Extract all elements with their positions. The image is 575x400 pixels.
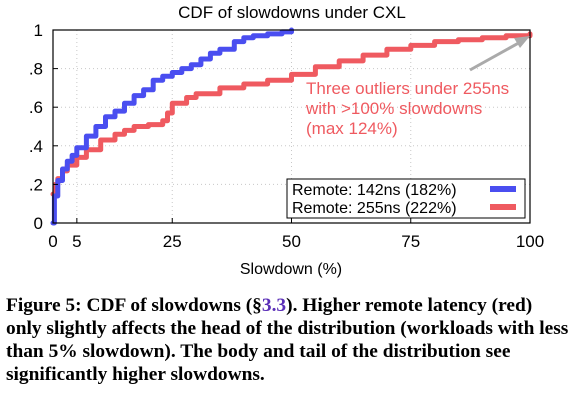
annotation-arrowhead (514, 36, 530, 48)
y-tick-label: 1 (34, 21, 43, 40)
annotation-line-1: Three outliers under 255ns (306, 79, 509, 98)
caption-label: Figure 5: (6, 295, 82, 316)
caption-text-before-ref: CDF of slowdowns (§ (86, 295, 262, 316)
x-tick-label: 0 (48, 232, 57, 251)
x-tick-label: 75 (401, 232, 420, 251)
x-axis-label: Slowdown (%) (240, 261, 342, 278)
chart-title: CDF of slowdowns under CXL (178, 3, 406, 22)
y-tick-label: .8 (29, 60, 43, 79)
figure-caption: Figure 5: CDF of slowdowns (§3.3). Highe… (6, 294, 572, 386)
x-tick-label: 5 (72, 232, 81, 251)
annotation-arrow (469, 38, 525, 72)
legend-label-142ns: Remote: 142ns (182%) (292, 182, 457, 199)
y-tick-label: .4 (29, 137, 43, 156)
legend-label-255ns: Remote: 255ns (222%) (292, 200, 457, 217)
x-tick-label: 25 (163, 232, 182, 251)
caption-section-ref[interactable]: 3.3 (261, 295, 287, 316)
series-lines (50, 27, 533, 226)
cdf-chart: CDF of slowdowns under CXL 0 5 25 50 75 1000.… (29, 3, 544, 278)
outlier-annotation: Three outliers under 255ns with >100% sl… (305, 36, 530, 138)
series-line-0 (50, 27, 294, 226)
x-tick-label: 50 (282, 232, 301, 251)
y-tick-label: 0 (34, 214, 43, 233)
legend-box (286, 178, 526, 219)
y-tick-label: .2 (29, 175, 43, 194)
annotation-line-3: (max 124%) (306, 119, 398, 138)
annotation-line-2: with >100% slowdowns (305, 99, 482, 118)
legend: Remote: 142ns (182%) Remote: 255ns (222%… (286, 178, 526, 219)
x-tick-label: 100 (516, 232, 544, 251)
caption-text-after-ref: ). Higher remote latency (red) only slig… (6, 295, 569, 385)
y-tick-label: .6 (29, 98, 43, 117)
